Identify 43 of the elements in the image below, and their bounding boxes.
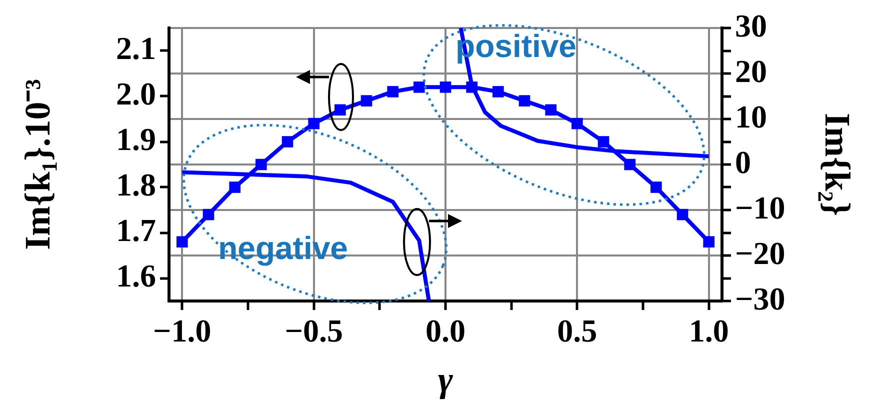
y2-axis-title: Im{k₂} [818, 112, 858, 216]
x-axis-title: γ [438, 359, 454, 400]
point [650, 182, 662, 193]
y-tick-label: 1.7 [116, 212, 156, 248]
x-tick-label: 0.0 [426, 312, 466, 348]
y-tick-label: 1.9 [116, 121, 156, 158]
y-axis-title: Im{k₁}.10⁻³ [17, 78, 58, 250]
y-tick-label: 2.1 [116, 30, 156, 66]
y-tick-label: 1.6 [116, 258, 156, 294]
point [492, 86, 504, 98]
y2-tick-label: 10 [735, 98, 767, 134]
y2-tick-label: −20 [735, 234, 786, 271]
point [545, 104, 556, 116]
point [572, 118, 583, 130]
point [256, 158, 267, 170]
point [360, 95, 372, 106]
point [282, 136, 294, 148]
point [676, 208, 688, 220]
point [440, 81, 452, 93]
point [518, 95, 530, 106]
point [229, 182, 240, 193]
point [202, 208, 214, 220]
point [624, 158, 636, 170]
point [598, 136, 610, 148]
point [308, 118, 320, 130]
y2-tick-label: 0 [735, 144, 751, 180]
y2-tick-label: 20 [735, 52, 767, 89]
point [466, 81, 478, 93]
x-tick-label: −0.5 [284, 312, 343, 348]
point [334, 104, 346, 116]
point [387, 86, 398, 98]
y2-tick-label: 30 [735, 7, 767, 44]
annotation: negative [218, 230, 348, 266]
point [703, 236, 714, 248]
x-tick-label: 1.0 [688, 312, 729, 348]
y2-tick-label: −30 [735, 280, 786, 316]
y-tick-label: 2.0 [116, 76, 156, 112]
x-tick-label: 0.5 [557, 312, 598, 348]
point [414, 81, 425, 93]
y2-tick-label: −10 [735, 189, 786, 226]
point [176, 236, 188, 248]
y-tick-label: 1.8 [116, 166, 156, 203]
x-tick-label: −1.0 [153, 312, 212, 348]
